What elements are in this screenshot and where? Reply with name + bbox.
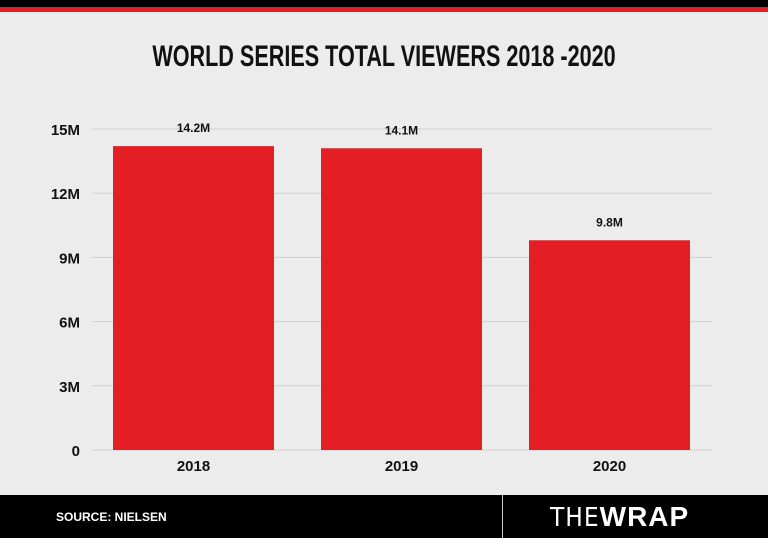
bar-chart: 0 3M 6M 9M 12M 15M 14.2M 2018 14.1M 2019 9.8M 2020 bbox=[51, 121, 712, 475]
x-tick-label: 2020 bbox=[593, 458, 626, 475]
bar-2018 bbox=[113, 146, 274, 450]
source-label: SOURCE: NIELSEN bbox=[56, 510, 167, 524]
top-bar bbox=[0, 0, 768, 7]
bar-2020 bbox=[529, 240, 690, 450]
top-accent-bar bbox=[0, 7, 768, 12]
bar-2019 bbox=[321, 148, 482, 450]
data-label: 9.8M bbox=[596, 215, 623, 229]
y-tick-label: 0 bbox=[72, 443, 80, 460]
x-tick-label: 2019 bbox=[385, 458, 418, 475]
footer-divider bbox=[502, 495, 503, 538]
y-tick-label: 12M bbox=[51, 186, 80, 203]
thewrap-logo: THEWRAP bbox=[550, 501, 690, 533]
chart-title: WORLD SERIES TOTAL VIEWERS 2018 -2020 bbox=[152, 40, 616, 73]
x-tick-label: 2018 bbox=[177, 458, 210, 475]
y-tick-label: 6M bbox=[59, 315, 80, 332]
data-label: 14.1M bbox=[385, 123, 418, 137]
y-tick-label: 15M bbox=[51, 122, 80, 139]
y-tick-label: 9M bbox=[59, 250, 80, 267]
y-tick-label: 3M bbox=[59, 379, 80, 396]
footer: SOURCE: NIELSEN THEWRAP bbox=[0, 495, 768, 538]
data-label: 14.2M bbox=[177, 121, 210, 135]
